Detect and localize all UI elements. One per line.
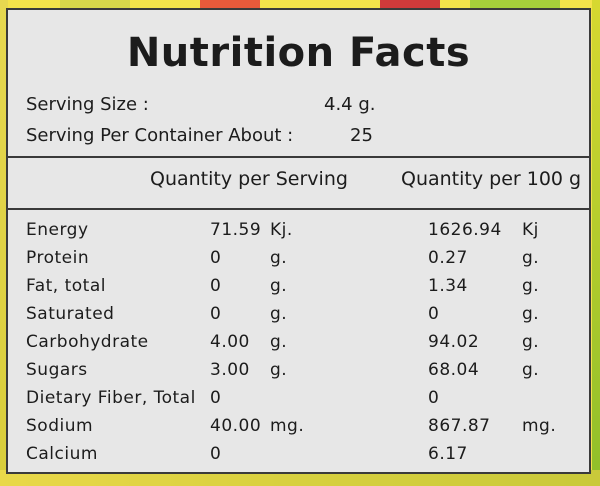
per100-unit: g.	[522, 248, 540, 268]
servings-per-container-row: Serving Per Container About : 25	[26, 125, 373, 146]
serving-value: 0	[210, 248, 222, 268]
serving-size-value: 4.4 g.	[324, 94, 376, 115]
nutrient-name: Dietary Fiber, Total	[26, 388, 196, 408]
per100-unit: g.	[522, 332, 540, 352]
nutrient-row: Dietary Fiber, Total 0 0	[8, 388, 589, 416]
package-right-border	[592, 0, 600, 486]
per100-value: 6.17	[428, 444, 468, 464]
nutrient-row: Energy 71.59 Kj. 1626.94 Kj	[8, 220, 589, 248]
per100-unit: g.	[522, 360, 540, 380]
per100-value: 1.34	[428, 276, 468, 296]
per100-unit: g.	[522, 304, 540, 324]
per100-value: 867.87	[428, 416, 491, 436]
nutrient-name: Sodium	[26, 416, 94, 436]
serving-unit: Kj.	[270, 220, 293, 240]
nutrient-name: Calcium	[26, 444, 98, 464]
serving-size-row: Serving Size : 4.4 g.	[26, 94, 376, 115]
per100-value: 68.04	[428, 360, 480, 380]
nutrient-name: Fat, total	[26, 276, 106, 296]
serving-value: 0	[210, 444, 222, 464]
nutrient-row: Saturated 0 g. 0 g.	[8, 304, 589, 332]
serving-unit: g.	[270, 304, 288, 324]
servings-per-container-label: Serving Per Container About :	[26, 125, 294, 146]
nutrient-row: Carbohydrate 4.00 g. 94.02 g.	[8, 332, 589, 360]
serving-size-label: Serving Size :	[26, 94, 149, 115]
per100-unit: Kj	[522, 220, 539, 240]
serving-value: 71.59	[210, 220, 262, 240]
serving-unit: mg.	[270, 416, 305, 436]
nutrient-row: Protein 0 g. 0.27 g.	[8, 248, 589, 276]
nutrient-row: Calcium 0 6.17	[8, 444, 589, 472]
nutrient-row: Sugars 3.00 g. 68.04 g.	[8, 360, 589, 388]
servings-per-container-value: 25	[350, 125, 373, 146]
nutrient-name: Energy	[26, 220, 89, 240]
serving-value: 4.00	[210, 332, 250, 352]
per100-unit: g.	[522, 276, 540, 296]
per100-value: 0	[428, 388, 440, 408]
per100-value: 1626.94	[428, 220, 502, 240]
divider-header	[8, 208, 589, 210]
nutrient-row: Sodium 40.00 mg. 867.87 mg.	[8, 416, 589, 444]
label-title: Nutrition Facts	[126, 30, 471, 76]
package-top-border	[0, 0, 600, 14]
serving-unit: g.	[270, 248, 288, 268]
per100-unit: mg.	[522, 416, 557, 436]
nutrient-name: Sugars	[26, 360, 88, 380]
serving-value: 0	[210, 304, 222, 324]
per100-value: 94.02	[428, 332, 480, 352]
column-header-per-serving: Quantity per Serving	[150, 168, 348, 190]
serving-value: 40.00	[210, 416, 262, 436]
package-left-border	[0, 0, 8, 486]
nutrient-name: Saturated	[26, 304, 115, 324]
serving-value: 0	[210, 276, 222, 296]
nutrient-name: Carbohydrate	[26, 332, 149, 352]
serving-value: 3.00	[210, 360, 250, 380]
divider-top	[8, 156, 589, 158]
nutrient-name: Protein	[26, 248, 90, 268]
serving-unit: g.	[270, 276, 288, 296]
package-bottom-border	[0, 470, 600, 486]
serving-value: 0	[210, 388, 222, 408]
serving-unit: g.	[270, 332, 288, 352]
nutrient-row: Fat, total 0 g. 1.34 g.	[8, 276, 589, 304]
column-header-per-100g: Quantity per 100 g	[401, 168, 582, 190]
serving-unit: g.	[270, 360, 288, 380]
nutrition-label: Nutrition Facts Serving Size : 4.4 g. Se…	[6, 8, 591, 474]
per100-value: 0	[428, 304, 440, 324]
per100-value: 0.27	[428, 248, 468, 268]
